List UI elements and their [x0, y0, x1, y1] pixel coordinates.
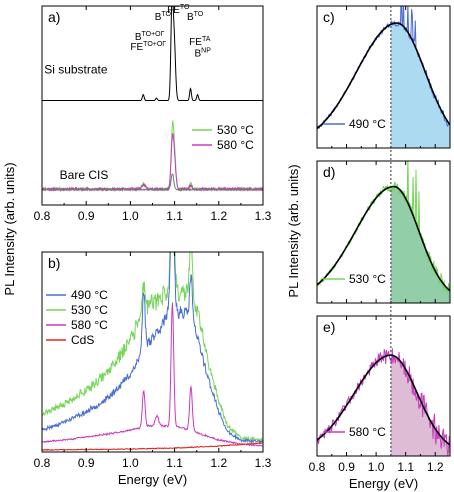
x-axis-label: Energy (eV) [349, 476, 418, 491]
shaded-area [390, 23, 450, 148]
panel-c-data [317, 6, 450, 148]
x-tick-label: 0.9 [338, 460, 355, 474]
annotation-sup: TO [161, 11, 171, 18]
panel-e-data [317, 348, 450, 456]
panel-label: c) [323, 9, 335, 25]
legend-label: 580 °C [71, 318, 108, 332]
annotation-base: B [155, 12, 162, 23]
y-axis-label-left: PL Intensity (arb. units) [2, 162, 17, 295]
series-line [42, 6, 263, 102]
peak-annotation: BTO+OΓ [135, 31, 165, 43]
x-tick-label: 1.3 [255, 209, 272, 223]
x-axis-label: Energy (eV) [118, 472, 187, 487]
shaded-area [390, 186, 450, 303]
peak-annotation: FETO [167, 4, 190, 16]
peak-annotation: FETO+OΓ [130, 41, 166, 53]
legend-label: 530 °C [217, 123, 254, 137]
panel-b-data [42, 252, 263, 451]
annotation-sup: TO [180, 4, 190, 11]
peak-annotation: BNP [194, 48, 211, 60]
x-tick-label: 0.8 [34, 209, 51, 223]
annotation-base: FE [167, 5, 180, 16]
annotation-base: FE [130, 42, 143, 53]
annotation-sup: NP [201, 48, 211, 55]
y-axis-label-right: PL Intensity (arb. units) [286, 164, 301, 297]
sample-label: Si substrate [44, 63, 108, 77]
x-tick-label: 1.0 [122, 456, 139, 470]
annotation-base: B [187, 12, 194, 23]
panel-label: a) [48, 9, 60, 25]
peak-annotation: FETA [189, 36, 211, 48]
x-tick-label: 0.8 [34, 456, 51, 470]
x-tick-label: 0.9 [78, 456, 95, 470]
series-line [42, 302, 263, 447]
panel-label: e) [323, 319, 335, 335]
legend-label: 530 °C [349, 272, 386, 286]
panel-label: d) [323, 164, 335, 180]
series-line [42, 442, 263, 451]
panel-d: d) 530 °C [316, 160, 451, 304]
x-tick-label: 0.9 [78, 209, 95, 223]
legend-label: 490 °C [71, 288, 108, 302]
x-tick-label: 1.2 [210, 209, 227, 223]
series-line [42, 173, 263, 192]
x-tick-label: 1.1 [166, 209, 183, 223]
series-line [42, 252, 263, 445]
data-line [317, 348, 450, 456]
x-tick-label: 1.2 [210, 456, 227, 470]
legend-label: 530 °C [71, 303, 108, 317]
annotation-base: FE [189, 37, 202, 48]
fit-line [317, 185, 450, 292]
plot-frame [316, 5, 451, 149]
panel-a-data [42, 6, 263, 193]
annotation-sup: TA [202, 36, 211, 43]
x-tick-label: 1.3 [255, 456, 272, 470]
plot-frame [41, 251, 264, 453]
peak-annotation: BTO [155, 11, 172, 23]
legend-label: CdS [71, 333, 94, 347]
x-tick-label: 0.8 [309, 460, 326, 474]
annotation-sup: TO+OΓ [143, 41, 166, 48]
plot-frame [316, 315, 451, 457]
panel-a: 0.8 0.9 1.0 1.1 1.2 1.3a)FETO+OΓBTO+OΓBTOFETO… [34, 4, 272, 223]
sample-label: Bare CIS [60, 168, 109, 182]
panel-b: 0.8 0.9 1.0 1.1 1.2 1.3 b) Energy (eV) 490 °C530… [34, 251, 272, 487]
panel-c: c) 490 °C [316, 5, 451, 149]
legend-label: 490 °C [349, 117, 386, 131]
x-tick-label: 1.0 [368, 460, 385, 474]
annotation-sup: TO [194, 11, 204, 18]
panel-e: 0.8 0.9 1.0 1.1 1.2 e) 580 °C Energy (eV) [309, 315, 451, 491]
legend-label: 580 °C [217, 138, 254, 152]
annotation-base: B [135, 32, 142, 43]
x-tick-label: 1.0 [122, 209, 139, 223]
legend-label: 580 °C [349, 425, 386, 439]
x-tick-label: 1.1 [166, 456, 183, 470]
annotation-base: B [194, 49, 201, 60]
peak-annotation: BTO [187, 11, 204, 23]
annotation-sup: TO+OΓ [141, 31, 164, 38]
plot-frame [316, 160, 451, 304]
series-line [42, 252, 263, 443]
fit-line [317, 354, 450, 446]
x-tick-label: 1.2 [427, 460, 444, 474]
fit-line [317, 22, 450, 130]
panel-label: b) [48, 255, 60, 271]
x-tick-label: 1.1 [397, 460, 414, 474]
panel-d-data [317, 161, 450, 303]
